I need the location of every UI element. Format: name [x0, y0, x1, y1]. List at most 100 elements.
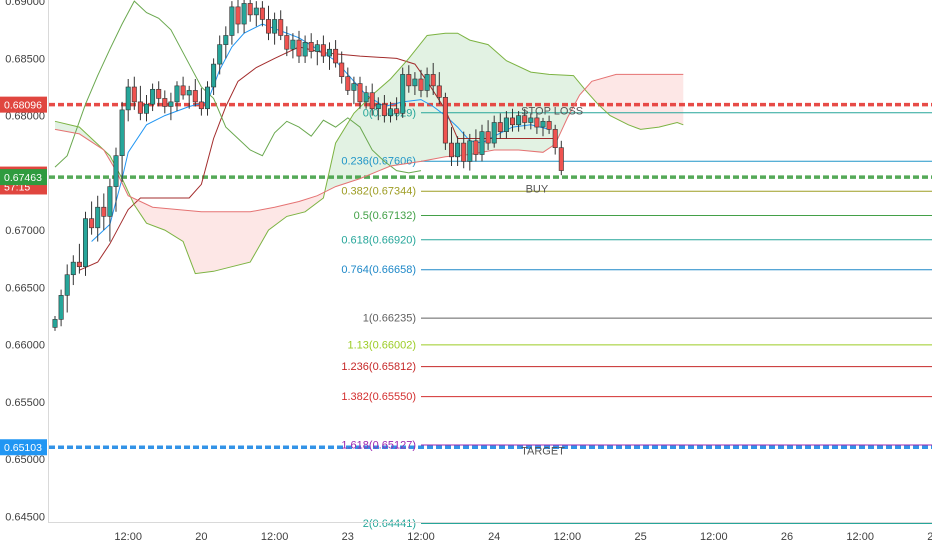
- candle-body: [363, 92, 369, 103]
- candle-up: [211, 58, 217, 96]
- candle-down: [101, 193, 107, 231]
- candle-body: [406, 74, 412, 87]
- candle-body: [558, 147, 564, 171]
- x-tick-label: 12:00: [846, 531, 874, 543]
- candle-down: [345, 67, 351, 96]
- candle-down: [235, 0, 241, 34]
- candle-body: [461, 142, 467, 162]
- candle-up: [70, 255, 76, 286]
- candle-down: [552, 124, 558, 155]
- candle-body: [70, 261, 76, 276]
- candle-body: [387, 108, 393, 116]
- candle-body: [64, 274, 70, 296]
- candle-down: [162, 90, 168, 114]
- fib-label: 0.764(0.66658): [341, 264, 416, 276]
- y-tick-label: 0.67000: [5, 225, 45, 237]
- candle-up: [540, 117, 546, 137]
- candle-body: [528, 117, 534, 123]
- candle-down: [76, 243, 82, 274]
- candle-down: [296, 30, 302, 63]
- candle-body: [412, 78, 418, 87]
- candle-up: [479, 124, 485, 162]
- candle-body: [58, 295, 64, 320]
- candle-body: [302, 42, 308, 57]
- candle-up: [528, 113, 534, 130]
- candle-up: [412, 72, 418, 96]
- candle-body: [381, 103, 387, 116]
- candle-up: [205, 81, 211, 116]
- candle-up: [58, 289, 64, 327]
- cloud-bearish: [585, 74, 684, 130]
- candle-down: [406, 65, 412, 93]
- candle-body: [52, 319, 58, 328]
- candle-body: [162, 98, 168, 107]
- candle-body: [320, 44, 326, 57]
- candle-down: [430, 62, 436, 96]
- candle-body: [540, 121, 546, 128]
- annotation-label: TARGET: [521, 445, 565, 457]
- candle-body: [107, 186, 113, 217]
- candle-down: [156, 81, 162, 107]
- candle-body: [552, 129, 558, 148]
- candle-body: [156, 88, 162, 99]
- candle-up: [229, 1, 235, 45]
- candle-up: [95, 195, 101, 242]
- candle-body: [131, 86, 137, 103]
- candle-down: [522, 108, 528, 130]
- candle-body: [229, 6, 235, 36]
- candle-body: [217, 44, 223, 65]
- fib-label: 0.382(0.67344): [341, 186, 416, 198]
- candle-up: [64, 264, 70, 313]
- candle-body: [491, 122, 497, 144]
- x-tick-label: 12:00: [261, 531, 289, 543]
- cloud-bullish: [326, 33, 586, 192]
- x-tick-label: 27: [927, 531, 932, 543]
- candle-up: [119, 101, 125, 183]
- candle-body: [192, 90, 198, 103]
- fib-label: 1(0.66235): [363, 313, 416, 325]
- candle-body: [144, 103, 150, 114]
- candle-body: [351, 83, 357, 91]
- fib-label: 2(0.64441): [363, 518, 416, 530]
- y-tick-label: 0.65000: [5, 454, 45, 466]
- candle-up: [467, 133, 473, 171]
- candle-down: [265, 5, 271, 41]
- candle-down: [485, 120, 491, 150]
- candle-up: [186, 85, 192, 109]
- candle-body: [125, 86, 131, 111]
- candle-body: [473, 140, 479, 155]
- candle-body: [198, 101, 204, 110]
- candle-up: [150, 83, 156, 112]
- candle-body: [265, 19, 271, 34]
- candle-body: [442, 97, 448, 144]
- candle-down: [357, 76, 363, 109]
- x-tick-label: 24: [488, 531, 500, 543]
- candle-down: [192, 78, 198, 107]
- candle-down: [137, 85, 143, 121]
- candle-body: [400, 74, 406, 114]
- candle-body: [150, 88, 156, 105]
- series-line-senkou_b: [54, 73, 684, 213]
- candle-down: [436, 72, 442, 105]
- price-badge: [0, 439, 47, 456]
- candle-body: [436, 85, 442, 98]
- candle-body: [308, 42, 314, 52]
- candle-up: [241, 0, 247, 34]
- series-line-chikou: [54, 0, 422, 174]
- candle-body: [205, 86, 211, 110]
- candle-body: [430, 74, 436, 87]
- y-tick-label: 0.66500: [5, 282, 45, 294]
- candle-up: [503, 111, 509, 139]
- candle-down: [534, 113, 540, 134]
- candle-body: [235, 6, 241, 25]
- candle-body: [95, 206, 101, 229]
- candle-up: [168, 92, 174, 121]
- candle-up: [351, 76, 357, 105]
- candle-body: [394, 108, 400, 114]
- price-badge-label: 0.67463: [4, 172, 42, 184]
- candle-up: [363, 85, 369, 109]
- candle-body: [223, 35, 229, 45]
- candle-body: [516, 115, 522, 126]
- annotation-label: STOP LOSS: [521, 105, 583, 117]
- candle-up: [113, 147, 119, 212]
